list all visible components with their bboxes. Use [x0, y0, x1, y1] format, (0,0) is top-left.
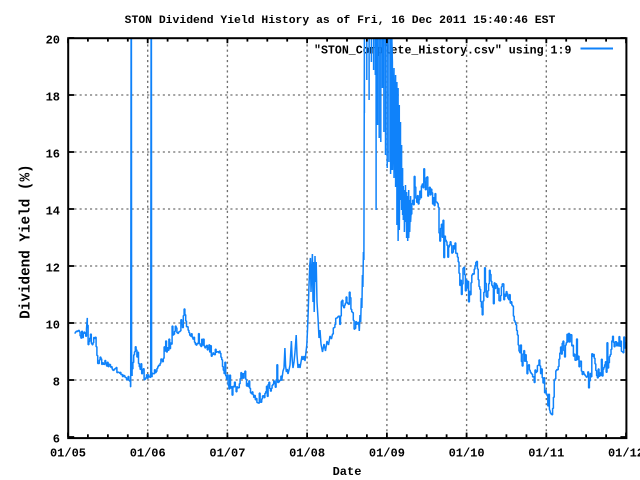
svg-text:10: 10: [46, 319, 60, 333]
svg-text:18: 18: [46, 91, 60, 105]
svg-text:01/10: 01/10: [449, 446, 485, 460]
svg-text:STON Dividend Yield History as: STON Dividend Yield History as of Fri, 1…: [125, 15, 556, 27]
svg-text:14: 14: [46, 205, 60, 219]
svg-text:Dividend Yield (%): Dividend Yield (%): [19, 164, 35, 318]
svg-text:12: 12: [46, 262, 60, 276]
svg-text:20: 20: [46, 34, 60, 48]
svg-text:Date: Date: [333, 465, 362, 479]
svg-text:6: 6: [53, 433, 60, 447]
svg-text:"STON_Complete_History.csv" us: "STON_Complete_History.csv" using 1:9: [314, 44, 571, 57]
svg-text:01/07: 01/07: [209, 446, 245, 460]
svg-text:8: 8: [53, 376, 60, 390]
svg-text:01/05: 01/05: [50, 446, 86, 460]
svg-text:01/12: 01/12: [608, 446, 640, 460]
svg-text:16: 16: [46, 148, 60, 162]
svg-text:01/09: 01/09: [369, 446, 405, 460]
svg-text:01/11: 01/11: [528, 446, 564, 460]
svg-text:01/06: 01/06: [130, 446, 166, 460]
svg-text:01/08: 01/08: [289, 446, 325, 460]
